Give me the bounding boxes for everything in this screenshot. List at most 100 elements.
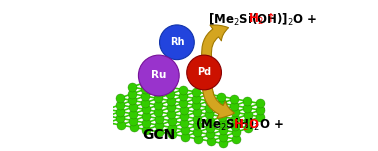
Point <box>117 104 123 106</box>
Point <box>154 84 160 86</box>
Point <box>131 126 137 129</box>
Point <box>156 124 162 126</box>
Point <box>116 97 122 99</box>
Point <box>219 115 225 118</box>
Point <box>231 98 237 100</box>
FancyArrowPatch shape <box>201 25 229 58</box>
Point <box>257 102 263 105</box>
Point <box>143 108 149 111</box>
Point <box>206 93 212 95</box>
Point <box>156 131 162 133</box>
Point <box>143 129 149 131</box>
Point <box>130 106 136 108</box>
Point <box>194 111 200 113</box>
Point <box>193 104 199 106</box>
Point <box>207 127 213 129</box>
Point <box>219 109 225 111</box>
FancyArrowPatch shape <box>202 84 234 119</box>
Point <box>244 100 250 102</box>
Point <box>118 124 124 126</box>
Point <box>168 113 174 115</box>
Point <box>220 129 226 131</box>
Point <box>220 122 226 125</box>
Circle shape <box>187 55 222 90</box>
Circle shape <box>160 25 194 60</box>
Point <box>130 119 136 122</box>
Text: H$_2$$\uparrow$: H$_2$$\uparrow$ <box>248 12 275 27</box>
Point <box>206 100 212 102</box>
Point <box>218 95 225 98</box>
Point <box>104 108 110 111</box>
Point <box>155 90 161 93</box>
Point <box>206 106 212 109</box>
Point <box>245 113 251 116</box>
Point <box>181 122 187 124</box>
Point <box>142 95 148 97</box>
Point <box>208 140 214 142</box>
Point <box>233 131 239 134</box>
Text: Ru: Ru <box>151 71 166 80</box>
Text: [Me$_2$Si(OH)]$_2$O +: [Me$_2$Si(OH)]$_2$O + <box>208 12 319 28</box>
Point <box>129 93 135 95</box>
Circle shape <box>138 55 179 96</box>
Point <box>155 97 161 100</box>
Point <box>118 117 124 119</box>
Point <box>270 104 276 107</box>
Point <box>194 124 200 127</box>
Point <box>193 91 199 93</box>
Point <box>143 115 149 117</box>
Point <box>245 127 251 129</box>
Point <box>167 100 174 102</box>
Point <box>232 124 239 127</box>
Point <box>218 102 225 104</box>
Point <box>245 120 251 122</box>
Text: H$_2$O: H$_2$O <box>233 118 260 133</box>
Point <box>207 120 213 122</box>
Point <box>117 110 123 113</box>
Point <box>105 115 111 117</box>
Point <box>142 102 148 104</box>
Point <box>232 118 238 120</box>
Point <box>167 86 173 88</box>
Text: Rh: Rh <box>170 37 184 47</box>
Text: Pd: Pd <box>197 67 211 77</box>
Point <box>206 113 212 116</box>
Point <box>195 138 201 140</box>
Point <box>220 142 226 145</box>
Point <box>92 119 98 122</box>
Point <box>156 117 162 120</box>
Point <box>129 86 135 88</box>
Point <box>194 131 200 133</box>
Point <box>105 122 111 124</box>
Point <box>231 104 237 107</box>
Point <box>233 138 239 140</box>
Point <box>182 129 188 131</box>
Point <box>193 97 199 100</box>
Point <box>220 136 226 138</box>
Point <box>129 99 135 102</box>
Point <box>257 109 263 111</box>
Point <box>141 81 147 84</box>
Text: GCN: GCN <box>142 128 175 142</box>
Text: (Me$_2$SiH)$_2$O +: (Me$_2$SiH)$_2$O + <box>195 117 285 133</box>
Point <box>244 107 250 109</box>
Point <box>169 126 175 129</box>
Point <box>168 106 174 109</box>
Point <box>194 117 200 120</box>
Point <box>169 133 175 135</box>
Point <box>180 95 186 98</box>
Point <box>257 116 263 118</box>
Point <box>142 88 148 91</box>
Point <box>181 109 187 111</box>
Point <box>169 120 175 122</box>
Point <box>180 88 186 91</box>
Point <box>180 102 186 104</box>
Point <box>143 122 149 124</box>
Point <box>155 111 161 113</box>
Point <box>181 115 187 118</box>
Point <box>207 133 213 136</box>
Point <box>167 93 174 95</box>
Point <box>232 111 238 113</box>
Point <box>130 113 136 115</box>
Point <box>155 104 161 106</box>
